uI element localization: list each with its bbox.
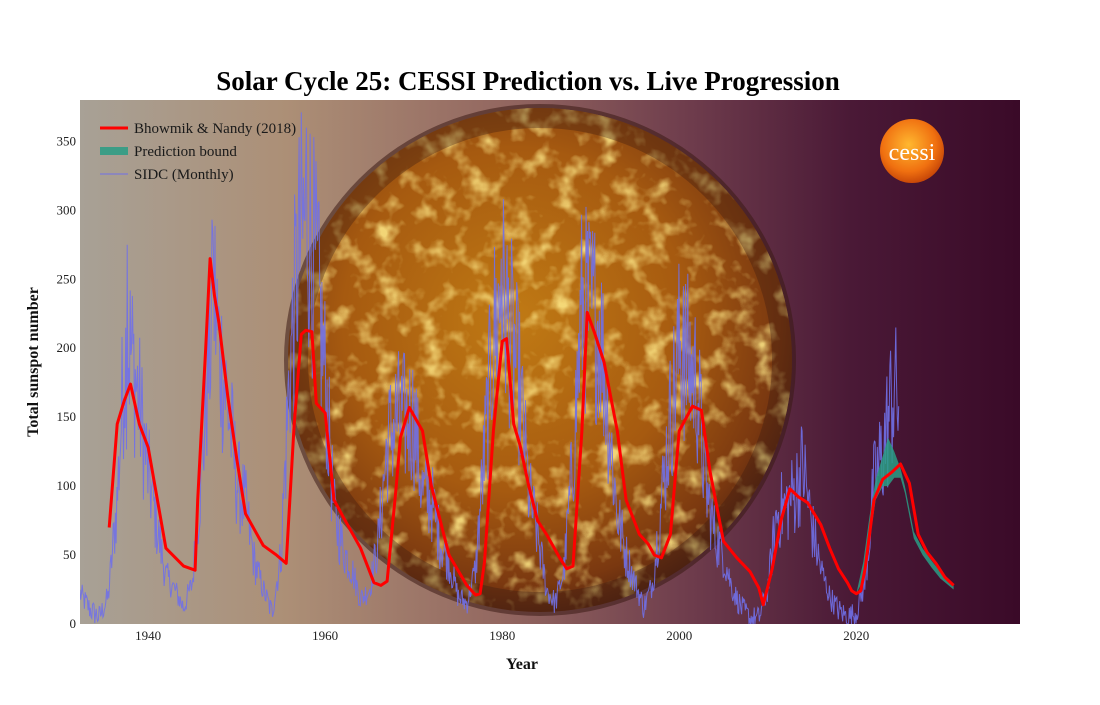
y-axis-title: Total sunspot number bbox=[25, 287, 42, 437]
legend-label: SIDC (Monthly) bbox=[134, 167, 234, 183]
legend-label: Prediction bound bbox=[134, 144, 237, 160]
y-tick-label: 0 bbox=[70, 616, 77, 631]
x-tick-label: 1980 bbox=[489, 628, 515, 643]
x-tick-label: 1960 bbox=[312, 628, 338, 643]
chart-marks bbox=[80, 112, 955, 624]
y-tick-label: 200 bbox=[57, 340, 77, 355]
y-axis-ticks: 0 50 100 150 200 250 300 350 bbox=[57, 133, 77, 631]
x-axis-ticks: 1940 1960 1980 2000 2020 bbox=[135, 628, 869, 643]
y-tick-label: 100 bbox=[57, 478, 77, 493]
cessi-logo-text: cessi bbox=[889, 140, 936, 166]
y-tick-label: 50 bbox=[63, 547, 76, 562]
cessi-sun-logo-icon bbox=[880, 119, 944, 183]
legend-label: Bhowmik & Nandy (2018) bbox=[134, 121, 296, 137]
x-axis-title: Year bbox=[506, 656, 538, 673]
cessi-logo: cessi bbox=[880, 119, 944, 183]
y-tick-label: 300 bbox=[57, 202, 77, 217]
y-tick-label: 150 bbox=[57, 409, 77, 424]
x-tick-label: 2020 bbox=[843, 628, 869, 643]
x-tick-label: 1940 bbox=[135, 628, 161, 643]
y-tick-label: 250 bbox=[57, 271, 77, 286]
y-tick-label: 350 bbox=[57, 133, 77, 148]
x-tick-label: 2000 bbox=[666, 628, 692, 643]
prediction-bound-band bbox=[856, 437, 954, 594]
prediction-series bbox=[107, 257, 955, 607]
legend: Bhowmik & Nandy (2018) Prediction bound SI… bbox=[100, 121, 296, 183]
chart-title: Solar Cycle 25: CESSI Prediction vs. Liv… bbox=[216, 66, 840, 96]
